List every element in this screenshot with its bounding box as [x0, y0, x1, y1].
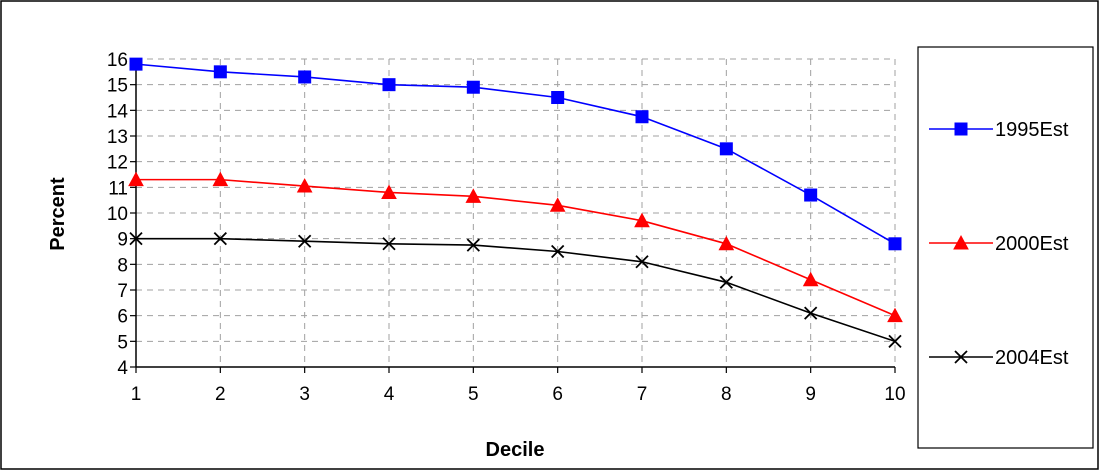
series-1-point-1 [128, 171, 144, 187]
y-tick-label-15: 15 [107, 76, 128, 97]
x-tick-label-2: 2 [215, 384, 226, 405]
series-2-point-9 [804, 306, 818, 320]
y-tick-label-6: 6 [117, 307, 128, 328]
x-tick-label-7: 7 [637, 384, 648, 405]
y-axis-title: Percent [47, 177, 69, 251]
series-2-point-10-stroke-b [888, 334, 902, 348]
x-tick-label-10: 10 [884, 384, 905, 405]
legend-marker-0 [954, 122, 968, 136]
y-tick-label-13: 13 [107, 127, 128, 148]
series-0-point-7 [635, 110, 649, 124]
series-0-point-1 [129, 57, 143, 71]
series-1-point-2 [212, 171, 229, 187]
series-2-point-1-stroke-b [129, 232, 143, 246]
y-tick-label-5: 5 [117, 332, 128, 353]
legend-marker-1 [953, 235, 969, 250]
legend-entry-0: 1995Est [929, 119, 1069, 141]
series-line-2 [136, 237, 896, 343]
y-tick-label-10: 10 [107, 204, 128, 225]
y-tick-label-12: 12 [107, 153, 128, 174]
legend-marker-2-stroke-b [954, 350, 968, 364]
legend-marker-2 [954, 350, 968, 364]
series-2-point-8-stroke-b [719, 275, 733, 289]
series-1-point-9 [802, 271, 819, 287]
series-2-point-4-stroke-b [382, 237, 396, 251]
y-tick-label-8: 8 [117, 255, 128, 276]
series-0-point-6 [551, 91, 565, 104]
x-tick-label-8: 8 [721, 384, 732, 405]
x-tick-label-5: 5 [468, 384, 479, 405]
y-tick-label-9: 9 [117, 230, 128, 251]
series-2-point-2-stroke-b [213, 232, 227, 246]
series-2-point-10 [888, 334, 902, 348]
series-2-point-8 [719, 275, 733, 289]
series-1-point-7 [634, 212, 650, 228]
series-2 [129, 232, 902, 348]
series-2-point-7 [635, 255, 649, 269]
legend-entry-2: 2004Est [929, 347, 1069, 369]
x-tick-label-6: 6 [552, 384, 563, 405]
series-2-point-1 [129, 232, 143, 246]
series-0-point-5 [466, 80, 480, 94]
series-2-point-5-stroke-b [466, 238, 480, 252]
series-1-point-10 [887, 307, 903, 323]
legend-entry-1: 2000Est [929, 233, 1069, 255]
x-tick-label-4: 4 [384, 384, 395, 405]
series-2-point-5 [466, 238, 480, 252]
legend-label-0: 1995Est [995, 119, 1069, 141]
series-0-point-8 [719, 142, 733, 156]
series-0-point-4 [382, 78, 396, 92]
series-2-point-3 [298, 234, 312, 248]
series-2-point-9-stroke-b [804, 306, 818, 320]
series-2-point-3-stroke-b [298, 234, 312, 248]
x-tick-label-1: 1 [131, 384, 142, 405]
series-0-point-9 [804, 188, 818, 202]
series-2-point-7-stroke-b [635, 255, 649, 269]
legend-box [917, 46, 1094, 449]
series-2-point-4 [382, 237, 396, 251]
series-0 [129, 57, 902, 251]
series-0-point-10 [888, 237, 902, 251]
series-2-point-2 [213, 232, 227, 246]
x-axis-title: Decile [486, 439, 545, 461]
series-line-0 [135, 63, 896, 245]
y-tick-label-4: 4 [117, 358, 128, 379]
series-1-point-6 [549, 197, 566, 212]
legend-label-2: 2004Est [995, 347, 1069, 369]
series-0-point-2 [213, 65, 227, 79]
y-tick-label-11: 11 [108, 178, 128, 199]
y-tick-label-16: 16 [107, 50, 128, 71]
series-1-point-8 [718, 235, 735, 251]
y-tick-label-7: 7 [117, 281, 128, 302]
x-tick-label-3: 3 [299, 384, 310, 405]
series-0-point-3 [298, 70, 312, 84]
series-2-point-6 [551, 244, 565, 259]
x-tick-label-9: 9 [805, 384, 816, 405]
legend-label-1: 2000Est [995, 233, 1069, 255]
series-2-point-6-stroke-b [551, 244, 565, 259]
series-1-point-4 [381, 184, 397, 199]
series-line-1 [136, 178, 896, 317]
y-tick-label-14: 14 [107, 101, 129, 122]
legend: 1995Est 2000Est 2004Est [917, 46, 1094, 449]
series-1-point-3 [296, 178, 313, 193]
series-1 [128, 171, 903, 323]
series-1-point-5 [465, 188, 482, 203]
